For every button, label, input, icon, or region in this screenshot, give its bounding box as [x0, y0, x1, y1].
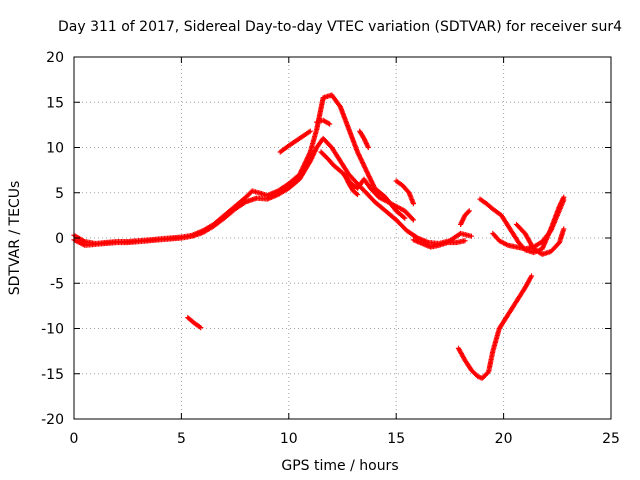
data-point [365, 144, 371, 151]
x-tick-label: 5 [177, 431, 186, 447]
y-tick-label: -10 [41, 322, 64, 338]
data-point [468, 233, 474, 239]
y-tick-label: -20 [41, 412, 64, 428]
data-point [465, 209, 471, 215]
grid-lines [74, 57, 611, 419]
y-axis-label: SDTVAR / TECUs [7, 181, 23, 296]
x-tick-label: 20 [495, 431, 513, 447]
data-point [528, 273, 535, 279]
y-tick-label: 20 [46, 50, 64, 66]
data-point [561, 226, 567, 232]
data-point [466, 208, 472, 214]
x-tick-label: 0 [70, 431, 79, 447]
data-points [71, 92, 567, 381]
x-tick-label: 10 [280, 431, 298, 447]
data-point [401, 214, 407, 220]
y-tick-label: 5 [55, 186, 64, 202]
data-point [198, 324, 204, 331]
x-tick-label: 25 [602, 431, 620, 447]
data-point [561, 197, 567, 203]
data-point [353, 191, 360, 197]
data-point [402, 215, 408, 221]
data-point [409, 216, 415, 222]
axis-ticks [73, 56, 612, 420]
data-point [327, 121, 333, 127]
y-tick-label: -5 [50, 276, 64, 292]
data-point [462, 238, 468, 244]
x-axis-label: GPS time / hours [281, 458, 398, 474]
data-point [354, 191, 361, 198]
x-tick-label: 15 [387, 431, 405, 447]
data-point [410, 217, 416, 223]
y-tick-label: -15 [41, 367, 64, 383]
data-point [307, 128, 313, 134]
chart-title: Day 311 of 2017, Sidereal Day-to-day VTE… [58, 19, 622, 35]
y-tick-label: 15 [46, 95, 64, 111]
data-point [410, 201, 416, 207]
y-tick-label: 0 [55, 231, 64, 247]
y-tick-label: 10 [46, 141, 64, 157]
